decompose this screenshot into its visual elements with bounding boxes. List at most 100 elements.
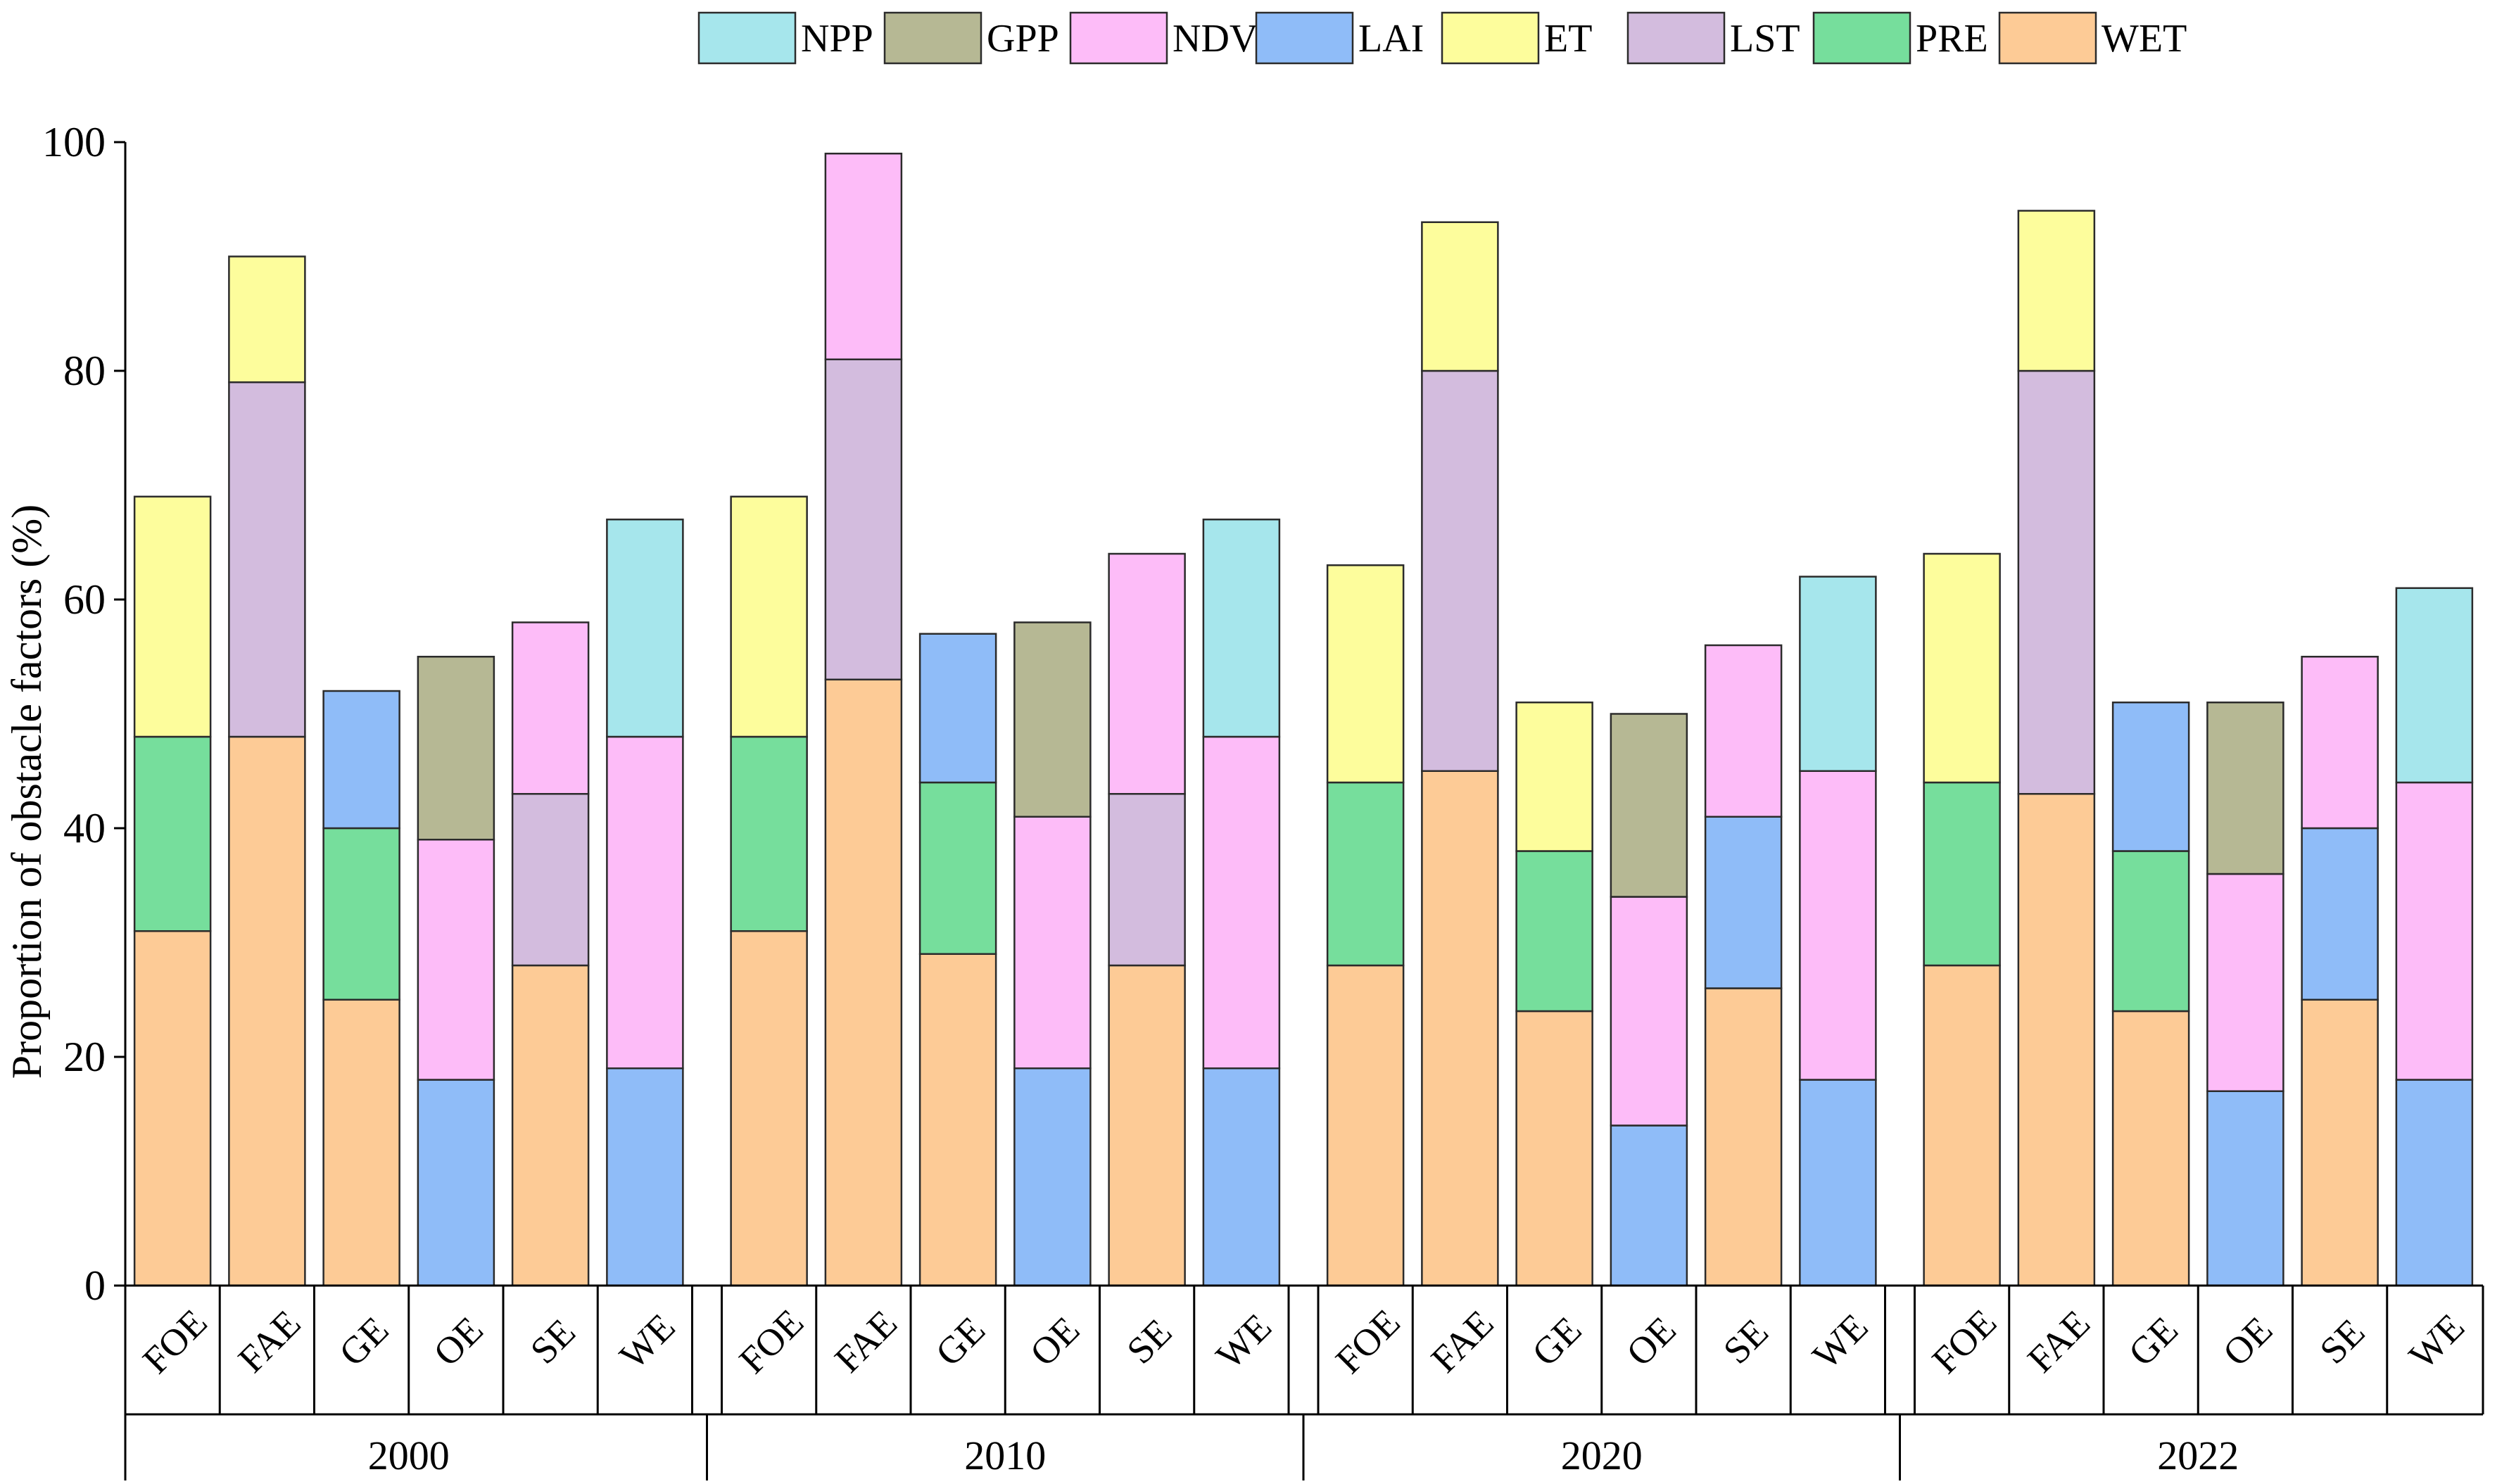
bar-segment-2022-oe-lai [2206,1090,2284,1287]
legend-label-ndvi: NDVI [1173,17,1271,61]
y-axis-label: Proportion of obstacle factors (%) [4,505,50,1079]
bar-segment-2010-oe-lai [1013,1067,1092,1287]
y-axis-ticks: 0 20 40 60 80 100 [42,119,125,1309]
legend-swatch-ndvi [1069,11,1168,65]
category-label-2022-foe: FOE [1924,1301,2005,1382]
category-label-2010-ge: GE [928,1309,993,1374]
bar-segment-2022-foe-pre [1923,781,2001,967]
bar-segment-2010-we-lai [1202,1067,1281,1287]
bar-segment-2000-we-ndvi [606,735,684,1070]
bar-segment-2010-ge-pre [918,781,997,955]
bar-segment-2020-se-wet [1704,987,1783,1287]
bar-segment-2020-fae-wet [1421,770,1499,1287]
y-tick-label-60: 60 [63,576,106,623]
bar-segment-2000-ge-wet [322,998,400,1287]
bar-segment-2000-oe-gpp [417,656,495,841]
legend-swatch-npp [697,11,797,65]
bar-segment-2020-se-ndvi [1704,644,1783,818]
bar-segment-2000-se-wet [511,964,590,1287]
bar-segment-2000-foe-wet [133,930,212,1287]
legend-swatch-wet [1998,11,2097,65]
y-tick-label-100: 100 [42,119,106,165]
bar-segment-2010-oe-gpp [1013,621,1092,818]
bar-segment-2022-fae-et [2017,210,2096,372]
category-label-2020-oe: OE [1618,1309,1683,1374]
legend-label-lst: LST [1730,17,1800,61]
bar-segment-2000-fae-lst [228,381,306,738]
bar-segment-2010-se-ndvi [1108,552,1186,795]
bar-segment-2010-se-wet [1108,964,1186,1287]
legend-label-gpp: GPP [987,17,1059,61]
legend-label-pre: PRE [1916,17,1988,61]
bar-segment-2022-oe-ndvi [2206,873,2284,1092]
bar-segment-2022-ge-pre [2111,850,2190,1013]
group-label-2020: 2020 [1561,1433,1643,1478]
bar-segment-2022-fae-wet [2017,793,2096,1287]
category-label-2020-se: SE [1715,1311,1776,1372]
y-tick-label-80: 80 [63,348,106,394]
bar-segment-2000-foe-pre [133,735,212,932]
bar-segment-2010-ge-wet [918,953,997,1287]
bar-segment-2020-we-lai [1799,1079,1877,1287]
category-label-2010-foe: FOE [731,1301,812,1382]
bar-segment-2010-we-ndvi [1202,735,1281,1070]
category-label-2020-foe: FOE [1327,1301,1408,1382]
bar-segment-2022-oe-gpp [2206,702,2284,875]
legend-label-wet: WET [2102,17,2187,61]
bar-segment-2010-fae-ndvi [824,153,903,360]
legend-swatch-lai [1255,11,1354,65]
category-label-2010-we: WE [1208,1305,1279,1377]
bar-segment-2020-oe-ndvi [1610,896,1688,1127]
bar-segment-2022-se-wet [2301,998,2379,1287]
bar-segment-2020-foe-pre [1326,781,1405,967]
bar-segment-2000-fae-wet [228,735,306,1287]
category-label-2022-se: SE [2311,1311,2372,1372]
bar-segment-2022-foe-wet [1923,964,2001,1287]
bar-segment-2020-foe-et [1326,564,1405,784]
bar-segment-2000-we-lai [606,1067,684,1287]
bar-segment-2022-se-ndvi [2301,656,2379,830]
bars-layer [133,153,2474,1287]
group-label-2010: 2010 [964,1433,1046,1478]
bar-segment-2010-fae-wet [824,678,903,1287]
bar-segment-2020-se-lai [1704,816,1783,989]
legend-swatch-pre [1812,11,1911,65]
category-label-2020-fae: FAE [1423,1302,1502,1381]
bar-segment-2010-oe-ndvi [1013,816,1092,1070]
legend-swatch-et [1441,11,1540,65]
bar-segment-2020-we-ndvi [1799,770,1877,1081]
bar-segment-2022-foe-et [1923,552,2001,784]
y-tick-label-0: 0 [84,1262,106,1309]
bar-segment-2000-se-ndvi [511,621,590,795]
chart-legend: NPP GPP NDVI LAI ET LST PRE WET [697,11,2187,65]
category-label-2020-we: WE [1805,1305,1876,1377]
bar-segment-2020-fae-et [1421,221,1499,372]
bar-segment-2020-ge-pre [1515,850,1593,1013]
legend-label-et: ET [1544,17,1592,61]
bar-segment-2010-ge-lai [918,633,997,784]
bar-segment-2010-se-lst [1108,793,1186,967]
bar-segment-2000-we-npp [606,519,684,738]
category-label-2010-se: SE [1118,1311,1180,1372]
bar-segment-2000-ge-pre [322,827,400,1001]
bar-segment-2000-se-lst [511,793,590,967]
bar-segment-2020-ge-et [1515,702,1593,852]
bar-segment-2020-foe-wet [1326,964,1405,1287]
legend-swatch-lst [1626,11,1726,65]
bar-segment-2000-ge-lai [322,690,400,830]
bar-segment-2010-fae-lst [824,358,903,680]
category-label-2000-fae: FAE [230,1302,309,1381]
bar-segment-2022-we-npp [2395,587,2474,784]
legend-label-npp: NPP [801,17,873,61]
category-label-2010-oe: OE [1022,1309,1087,1374]
bar-segment-2022-we-lai [2395,1079,2474,1287]
bar-segment-2022-se-lai [2301,827,2379,1001]
category-label-2010-fae: FAE [826,1302,905,1381]
category-label-2000-se: SE [522,1311,583,1372]
category-label-2022-fae: FAE [2019,1302,2098,1381]
bar-segment-2022-ge-wet [2111,1010,2190,1287]
legend-swatch-gpp [883,11,982,65]
y-tick-label-40: 40 [63,805,106,851]
